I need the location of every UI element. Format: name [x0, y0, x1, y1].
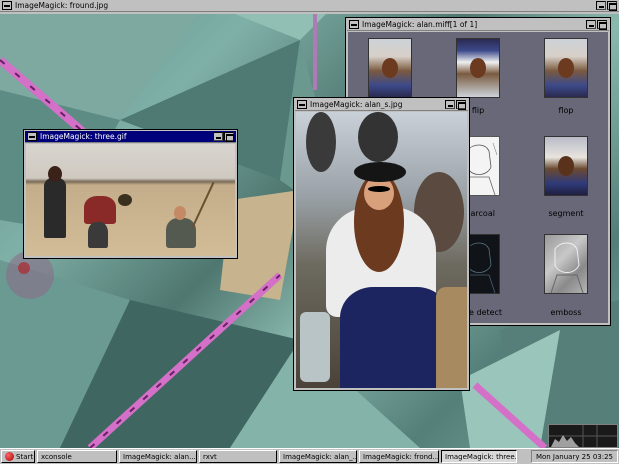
window-alan[interactable]: ImageMagick: alan_s.jpg [293, 97, 470, 391]
window-three-title: ImageMagick: three.gif [40, 132, 127, 141]
window-alan-title: ImageMagick: alan_s.jpg [310, 100, 403, 109]
maximize-button[interactable] [607, 1, 617, 11]
thumbnail-label: flop [558, 106, 574, 115]
taskbar-item-alan-miff[interactable]: ImageMagick: alan... [119, 450, 197, 463]
person-right-head [174, 206, 186, 220]
thumbnail-label: segment [548, 209, 584, 218]
tan-jacket [436, 287, 467, 388]
desktop: ImageMagick: fround.jpg ImageMagick: ala… [0, 0, 619, 448]
pager-grid [549, 425, 617, 447]
thumbnail-label: emboss [550, 308, 582, 317]
workspace-pager[interactable] [548, 424, 618, 448]
window-montage-titlebar[interactable]: ImageMagick: alan.miff[1 of 1] [347, 19, 609, 31]
thumb-figure [382, 58, 398, 78]
staff [191, 181, 215, 229]
thumb-figure [558, 156, 574, 176]
minimize-button[interactable] [596, 1, 606, 10]
water-bottle [300, 312, 330, 382]
background-person [358, 112, 398, 162]
window-menu-button[interactable] [27, 132, 37, 141]
window-three[interactable]: ImageMagick: three.gif [23, 129, 238, 259]
maximize-button[interactable] [597, 20, 607, 30]
sunglasses [368, 186, 390, 192]
thumb-figure [470, 58, 486, 78]
taskbar-item-rxvt[interactable]: rxvt [199, 450, 277, 463]
taskbar-item-three[interactable]: ImageMagick: three... [441, 450, 517, 463]
window-menu-button[interactable] [2, 1, 12, 10]
maximize-button[interactable] [224, 132, 234, 142]
window-fround[interactable]: ImageMagick: fround.jpg [0, 0, 619, 14]
person-center [84, 196, 116, 224]
taskbar-item-frond[interactable]: ImageMagick: frond... [359, 450, 439, 463]
thumbnail-label: charcoal [461, 209, 495, 218]
taskbar: Start xconsole ImageMagick: alan... rxvt… [0, 448, 619, 464]
black-hat [354, 162, 406, 182]
person-center-hat [118, 194, 132, 206]
start-label: Start [16, 452, 34, 461]
thumbnail-label: edge detect [453, 308, 503, 317]
person-left [44, 178, 66, 238]
thumbnail-label: flip [471, 106, 485, 115]
maximize-button[interactable] [456, 100, 466, 110]
thumbnail-emboss[interactable] [544, 234, 588, 294]
minimize-button[interactable] [445, 100, 455, 109]
person-left-head [48, 166, 62, 182]
person-center-legs [88, 222, 108, 248]
blue-backpack [340, 287, 450, 388]
alan-photo[interactable] [296, 112, 467, 388]
window-fround-title: ImageMagick: fround.jpg [15, 1, 109, 10]
start-icon [5, 452, 14, 461]
person-right [166, 218, 196, 248]
window-alan-titlebar[interactable]: ImageMagick: alan_s.jpg [295, 99, 468, 111]
window-montage-title: ImageMagick: alan.miff[1 of 1] [362, 20, 478, 29]
three-photo[interactable] [26, 144, 235, 256]
start-button[interactable]: Start [1, 450, 35, 463]
minimize-button[interactable] [586, 20, 596, 29]
photo-scene [26, 144, 235, 256]
taskbar-item-xconsole[interactable]: xconsole [37, 450, 117, 463]
emboss-sketch [550, 242, 584, 294]
taskbar-item-alan-s[interactable]: ImageMagick: alan_... [279, 450, 357, 463]
photo-scene [296, 112, 467, 388]
thumbnail-original[interactable] [368, 38, 412, 98]
window-three-titlebar[interactable]: ImageMagick: three.gif [25, 131, 236, 143]
minimize-button[interactable] [213, 132, 223, 141]
window-menu-button[interactable] [349, 20, 359, 29]
background-person [306, 112, 336, 172]
window-fround-titlebar[interactable]: ImageMagick: fround.jpg [0, 0, 619, 12]
taskbar-clock: Mon January 25 03:25 [530, 450, 618, 463]
window-menu-button[interactable] [297, 100, 307, 109]
thumb-figure [558, 58, 574, 78]
